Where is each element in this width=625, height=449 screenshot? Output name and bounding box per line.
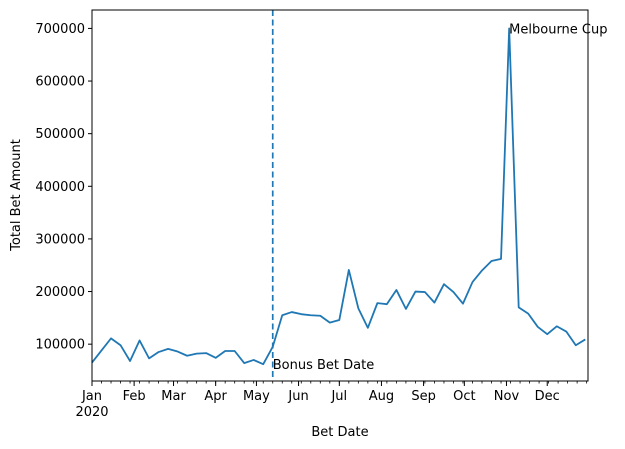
x-tick-label: Sep <box>411 389 436 404</box>
plot-frame <box>91 9 589 382</box>
y-tick-label: 500000 <box>35 127 85 142</box>
x-tick-label: May <box>243 389 270 404</box>
annotation-layer: Bonus Bet Date Melbourne Cup <box>273 22 608 373</box>
plot-area <box>92 10 588 381</box>
y-axis: 100000 200000 300000 400000 500000 600000 7000… <box>35 22 92 353</box>
x-tick-label: Mar <box>161 389 186 404</box>
x-axis-label: Bet Date <box>311 425 368 440</box>
y-tick-label: 200000 <box>35 285 85 300</box>
x-tick-label: Nov <box>494 389 520 404</box>
x-tick-label: Aug <box>369 389 394 404</box>
x-tick-label: Jan <box>81 389 102 404</box>
y-tick-label: 400000 <box>35 180 85 195</box>
x-tick-year-label: 2020 <box>75 405 108 420</box>
x-tick-label: Feb <box>123 389 146 404</box>
y-tick-label: 600000 <box>35 75 85 90</box>
series-layer <box>91 27 586 366</box>
y-tick-label: 100000 <box>35 338 85 353</box>
y-tick-label: 700000 <box>35 22 85 37</box>
x-tick-label: Dec <box>535 389 560 404</box>
x-tick-label: Apr <box>204 389 227 404</box>
y-tick-label: 300000 <box>35 232 85 247</box>
x-tick-label: Jun <box>287 389 308 404</box>
annotation-label: Bonus Bet Date <box>273 358 374 373</box>
series-line <box>91 27 586 366</box>
annotation-label: Melbourne Cup <box>509 22 607 37</box>
y-axis-label: Total Bet Amount <box>9 139 24 252</box>
x-tick-label: Jul <box>330 389 347 404</box>
x-tick-label: Oct <box>453 389 475 404</box>
